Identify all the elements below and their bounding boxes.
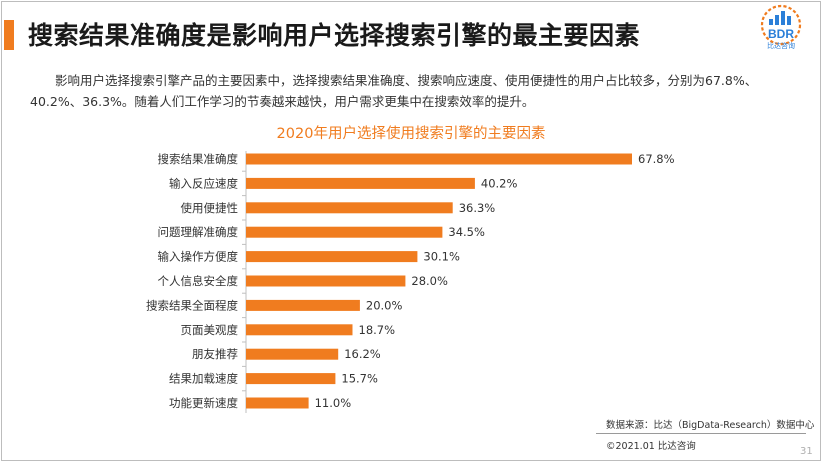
logo-text: BDR xyxy=(768,27,794,41)
category-label: 问题理解准确度 xyxy=(158,225,239,239)
logo-arc-icon xyxy=(760,4,802,46)
value-label: 11.0% xyxy=(315,396,352,410)
bar xyxy=(246,275,406,287)
value-label: 34.5% xyxy=(448,225,485,239)
bar xyxy=(246,324,353,336)
bar xyxy=(246,177,475,189)
value-label: 67.8% xyxy=(638,152,675,166)
value-label: 18.7% xyxy=(359,323,396,337)
bar xyxy=(246,299,360,311)
bar xyxy=(246,373,336,385)
bar xyxy=(246,153,632,165)
slide-title: 搜索结果准确度是影响用户选择搜索引擎的最主要因素 xyxy=(28,21,641,50)
bar xyxy=(246,251,418,263)
bar xyxy=(246,348,339,360)
category-label: 搜索结果全面程度 xyxy=(146,298,238,312)
value-label: 40.2% xyxy=(481,176,518,190)
data-source-note: 数据来源：比达（BigData-Research）数据中心 xyxy=(606,420,815,431)
category-label: 搜索结果准确度 xyxy=(158,152,239,166)
category-label: 朋友推荐 xyxy=(192,347,238,361)
value-label: 30.1% xyxy=(423,250,460,264)
value-label: 15.7% xyxy=(341,372,378,386)
footer-divider xyxy=(596,433,806,434)
logo-subtext: 比达咨询 xyxy=(767,41,795,50)
bar xyxy=(246,226,443,238)
copyright-note: ©2021.01 比达咨询 xyxy=(606,441,696,452)
bar xyxy=(246,397,309,409)
value-label: 20.0% xyxy=(366,298,403,312)
page-number: 31 xyxy=(800,446,813,457)
category-label: 输入操作方便度 xyxy=(158,250,239,264)
title-accent-bar xyxy=(4,20,14,50)
intro-text: 影响用户选择搜索引擎产品的主要因素中，选择搜索结果准确度、搜索响应速度、使用便捷… xyxy=(30,73,758,109)
category-label: 功能更新速度 xyxy=(169,396,238,410)
value-label: 16.2% xyxy=(344,347,381,361)
category-label: 个人信息安全度 xyxy=(158,274,239,288)
category-label: 输入反应速度 xyxy=(169,176,238,190)
value-label: 36.3% xyxy=(459,201,496,215)
category-label: 使用便捷性 xyxy=(181,201,239,215)
chart-title: 2020年用户选择使用搜索引擎的主要因素 xyxy=(276,126,546,142)
category-label: 结果加载速度 xyxy=(169,372,238,386)
category-label: 页面美观度 xyxy=(181,323,239,337)
bdr-logo: BDR 比达咨询 xyxy=(760,4,802,50)
intro-paragraph: 影响用户选择搜索引擎产品的主要因素中，选择搜索结果准确度、搜索响应速度、使用便捷… xyxy=(30,70,800,112)
value-label: 28.0% xyxy=(411,274,448,288)
bar xyxy=(246,202,453,214)
